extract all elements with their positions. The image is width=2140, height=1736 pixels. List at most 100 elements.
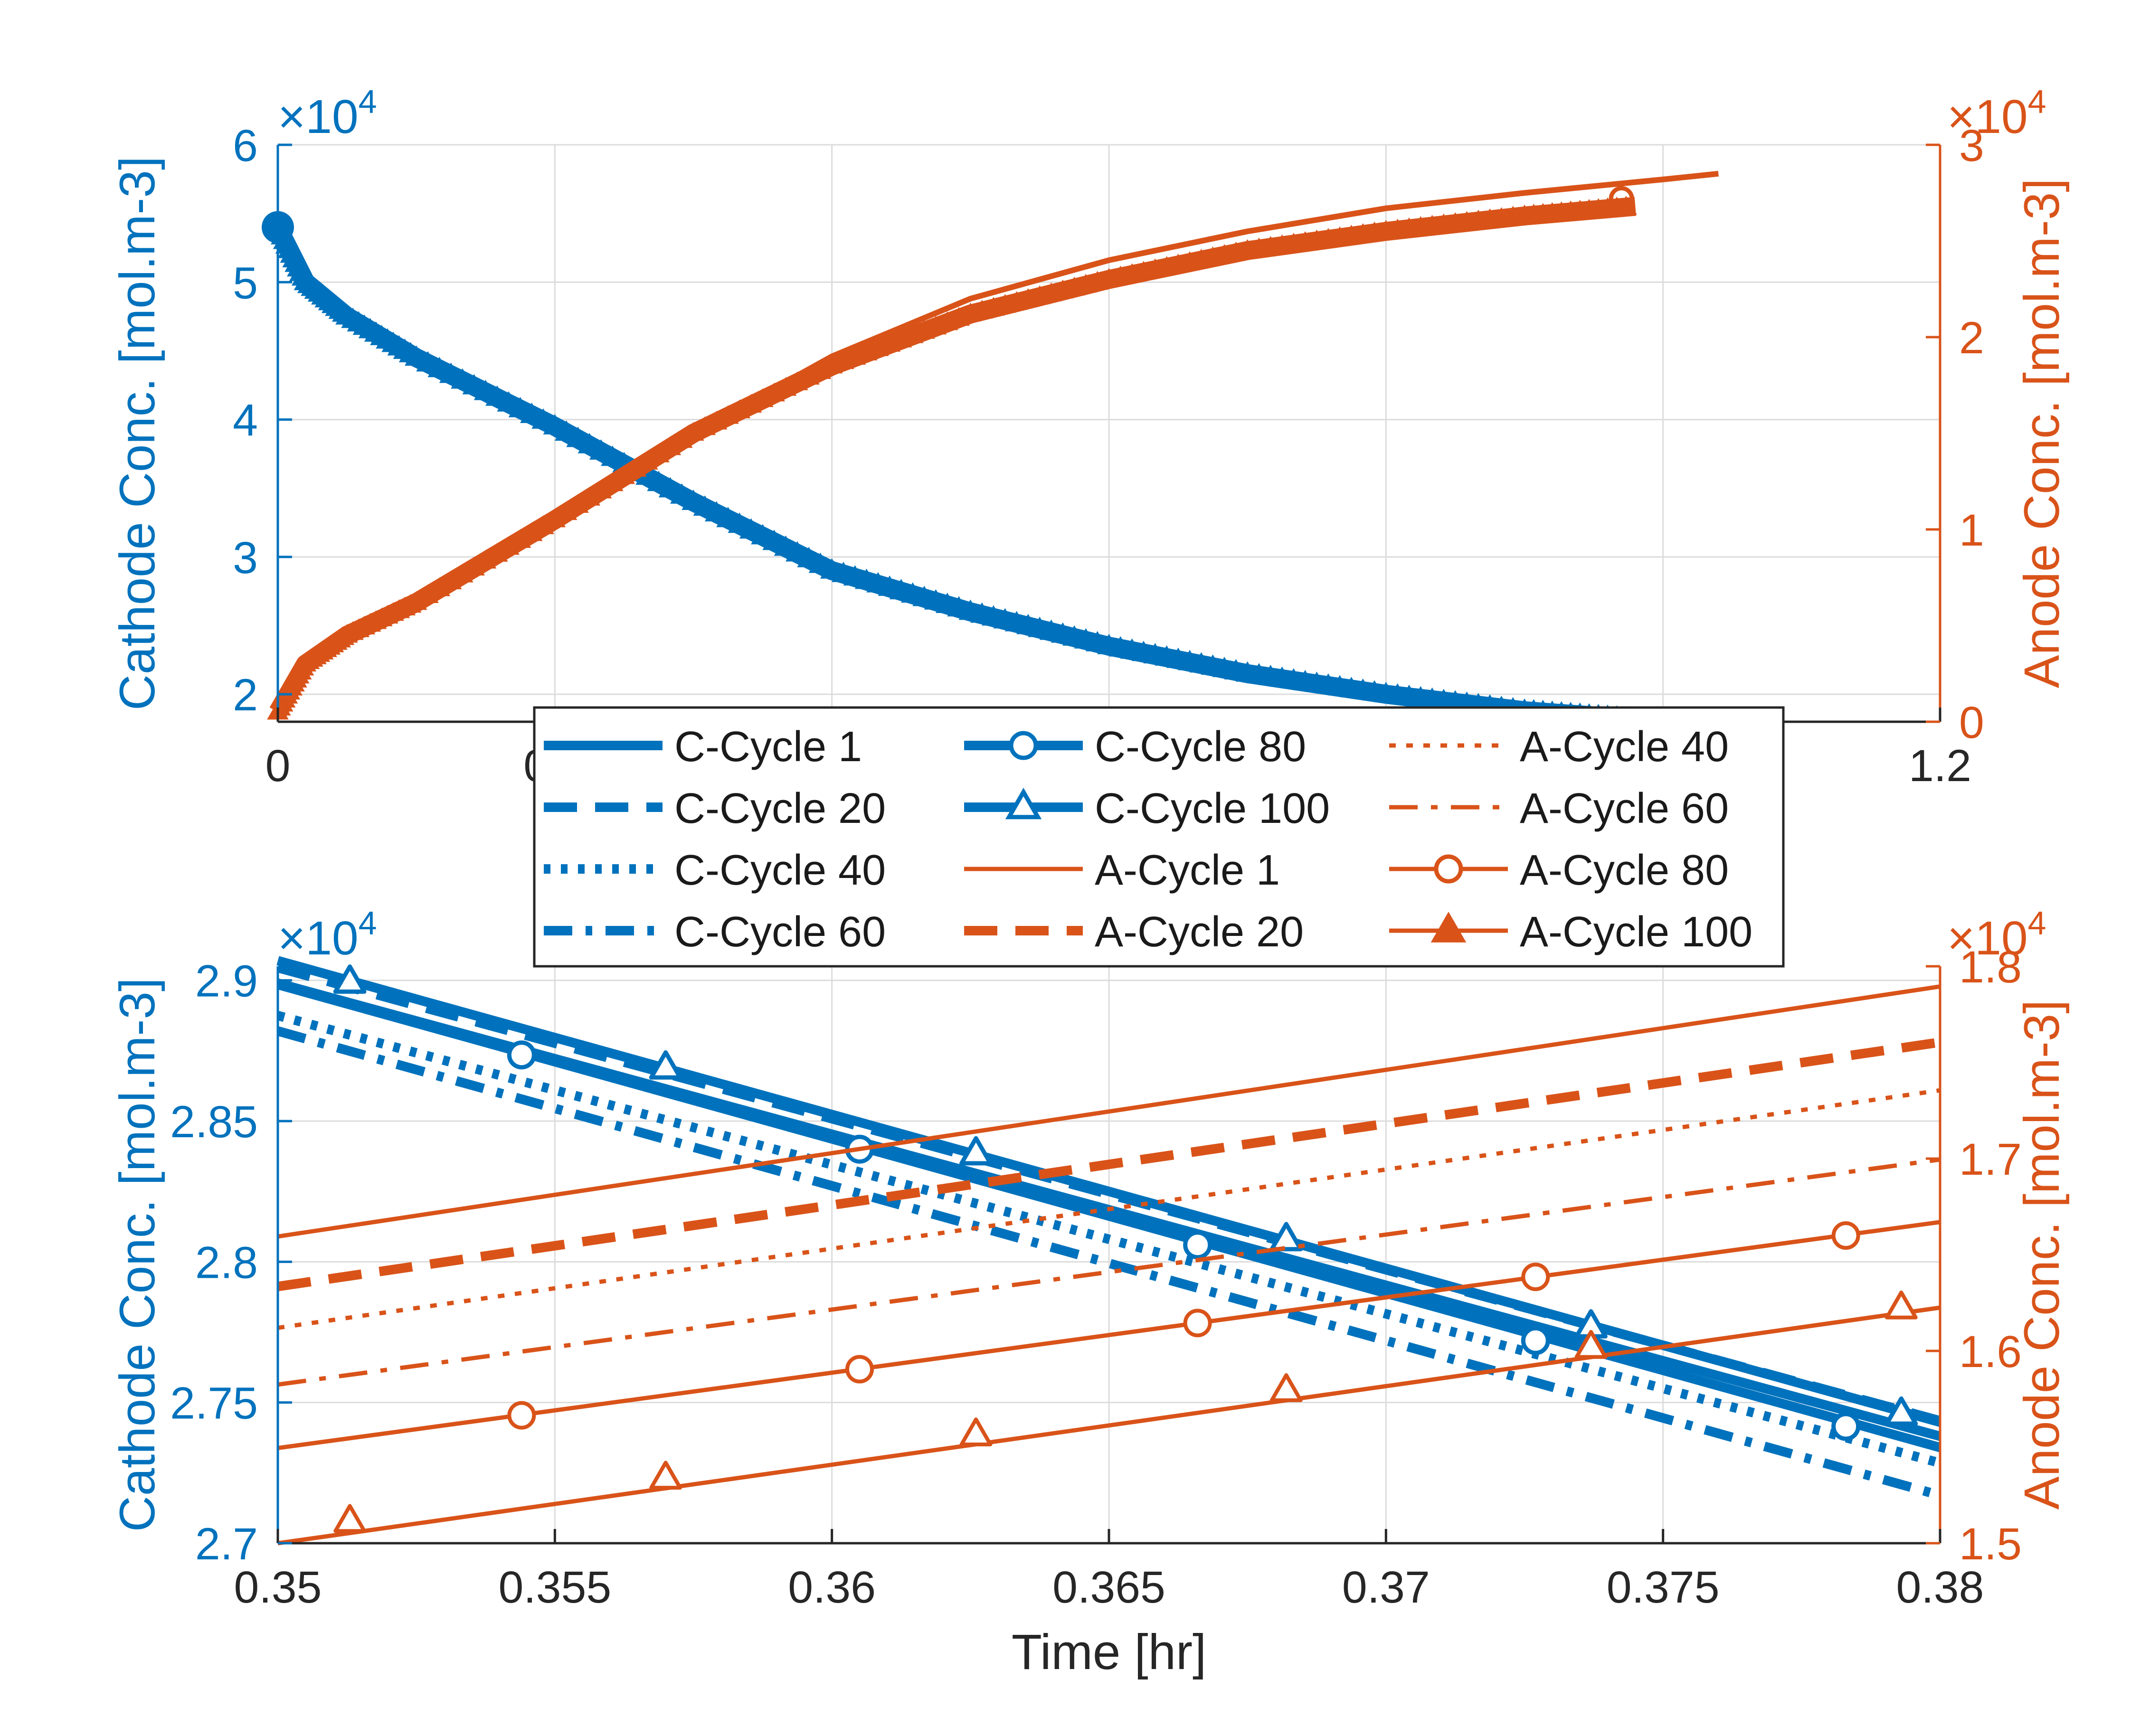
- cathode-triangle-marker: [554, 420, 578, 441]
- y-left-tick-label: 4: [233, 396, 258, 446]
- y-right-tick-label: 2: [1959, 313, 1984, 363]
- x-tick-label: 0.375: [1607, 1562, 1720, 1613]
- cathode-triangle-marker: [693, 495, 717, 516]
- legend-label: A-Cycle 20: [1095, 908, 1304, 956]
- cathode-triangle-marker: [728, 512, 751, 533]
- left-exponent-power: 4: [359, 905, 377, 942]
- y-right-tick-label: 3: [1959, 121, 1984, 171]
- triangle-marker: [1574, 1330, 1608, 1359]
- legend-circle-marker: [1009, 731, 1038, 760]
- anode-triangle-marker: [509, 529, 531, 548]
- y-right-axis-label: Anode Conc. [mol.m-3]: [2014, 179, 2070, 689]
- cathode-triangle-marker: [462, 374, 486, 395]
- legend-triangle-marker: [1430, 911, 1467, 943]
- legend-item: C-Cycle 40: [544, 847, 886, 894]
- cathode-triangle-marker: [716, 507, 740, 528]
- triangle-marker: [1884, 1396, 1918, 1426]
- legend-triangle-marker: [1005, 787, 1042, 820]
- legend-label: C-Cycle 80: [1095, 723, 1306, 771]
- cathode-triangle-marker: [451, 368, 474, 389]
- legend-label: C-Cycle 20: [674, 785, 886, 832]
- y-right-tick-label: 0: [1959, 698, 1984, 748]
- tick-labels: 0.35 0.355 0.36 0.365 0.37 0.375 0.38 2.7 2.75 2.…: [170, 942, 2022, 1613]
- legend-circle-marker: [1434, 854, 1463, 884]
- cathode-triangle-marker: [808, 552, 833, 573]
- circle-marker: [507, 1040, 536, 1070]
- anode-triangle-marker: [498, 536, 520, 555]
- legend-item: A-Cycle 40: [1389, 723, 1729, 771]
- legend-item: C-Cycle 1: [544, 723, 862, 771]
- cathode-triangle-marker: [578, 433, 601, 453]
- left-exponent-base: ×10: [278, 90, 359, 143]
- triangle-marker: [1884, 1290, 1918, 1320]
- y-right-tick-label: 1.8: [1959, 942, 2022, 992]
- series-line-a-cycle-100: [277, 1305, 1941, 1546]
- triangle-marker: [1269, 1373, 1303, 1402]
- legend-label: A-Cycle 60: [1520, 785, 1729, 832]
- series-line-a-cycle-40: [277, 1088, 1941, 1330]
- cathode-triangle-marker: [473, 379, 498, 400]
- series-line-c-cycle-40: [276, 1011, 1941, 1468]
- series-markers: [333, 1290, 1918, 1533]
- anode-triangle-marker: [636, 451, 658, 470]
- anode-triangle-marker: [417, 584, 439, 603]
- anode-triangle-marker: [682, 422, 704, 441]
- y-left-axis-label: Cathode Conc. [mol.m-3]: [110, 156, 165, 710]
- x-axis-label: Time [hr]: [1012, 1624, 1206, 1680]
- triangle-marker: [333, 1504, 367, 1533]
- triangle-marker: [333, 964, 367, 994]
- series-line-a-cycle-80: [277, 1220, 1941, 1450]
- anode-triangle-marker: [555, 501, 578, 520]
- triangle-marker: [959, 1417, 993, 1446]
- series-line-c-cycle-20: [276, 963, 1941, 1425]
- legend-label: A-Cycle 1: [1095, 847, 1280, 894]
- anode-triangle-marker: [648, 443, 670, 462]
- anode-triangle-marker: [809, 360, 832, 379]
- legend-box: [533, 706, 1785, 968]
- circle-marker: [1831, 1221, 1860, 1250]
- legend-label: C-Cycle 40: [674, 847, 886, 894]
- y-right-tick-label: 1: [1959, 505, 1984, 556]
- cathode-triangle-marker: [427, 357, 451, 377]
- cathode-triangle-marker: [601, 445, 625, 466]
- anode-triangle-marker: [474, 549, 497, 569]
- circle-marker: [1521, 1263, 1550, 1292]
- left-exponent-power: 4: [359, 83, 377, 120]
- cathode-triangle-marker: [786, 541, 809, 562]
- left-exponent-base: ×10: [278, 912, 359, 965]
- cathode-triangle-marker: [635, 464, 659, 485]
- legend-item: A-Cycle 80: [1389, 847, 1729, 894]
- right-exponent-label: ×104: [1947, 83, 2046, 143]
- triangle-marker: [649, 1050, 682, 1080]
- anode-triangle-marker: [625, 458, 647, 477]
- anode-triangle-marker: [717, 405, 739, 424]
- legend-label: A-Cycle 80: [1520, 847, 1729, 894]
- x-tick-label: 0.36: [788, 1562, 876, 1613]
- y-left-tick-label: 5: [233, 258, 258, 308]
- x-tick-label: 0: [265, 741, 291, 791]
- y-left-tick-label: 2.75: [170, 1378, 258, 1429]
- y-left-tick-label: 2.85: [170, 1097, 258, 1147]
- anode-triangle-marker: [740, 394, 762, 413]
- y-left-tick-label: 2.7: [195, 1519, 258, 1569]
- cathode-triangle-marker: [739, 518, 763, 539]
- anode-triangle-marker: [752, 388, 774, 407]
- right-exponent-base: ×10: [1947, 912, 2028, 965]
- anode-triangle-marker: [763, 382, 785, 402]
- legend-label: C-Cycle 1: [674, 723, 862, 771]
- cathode-triangle-marker: [543, 414, 567, 434]
- y-left-axis-label: Cathode Conc. [mol.m-3]: [110, 978, 165, 1532]
- legend-item: A-Cycle 20: [964, 908, 1304, 956]
- y-left-tick-label: 3: [233, 533, 258, 583]
- x-tick-label: 0.365: [1052, 1562, 1165, 1613]
- y-left-tick-label: 2.8: [195, 1237, 258, 1288]
- right-exponent-power: 4: [2028, 905, 2046, 942]
- legend-item: C-Cycle 80: [964, 723, 1306, 771]
- anode-triangle-marker: [590, 480, 612, 499]
- cathode-triangle-marker: [682, 490, 705, 510]
- anode-triangle-marker: [602, 472, 624, 491]
- anode-triangle-marker: [532, 515, 554, 534]
- anode-triangle-marker: [729, 399, 751, 418]
- anode-triangle-marker: [659, 436, 682, 455]
- anode-triangle-marker: [705, 410, 728, 430]
